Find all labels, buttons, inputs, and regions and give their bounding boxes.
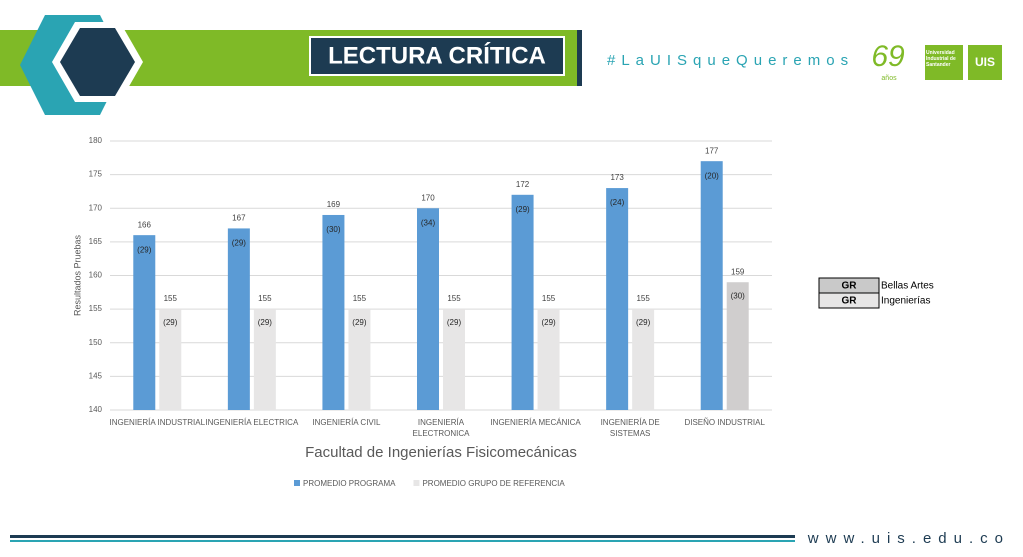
y-axis-label: Resultados Pruebas bbox=[72, 234, 82, 316]
bar bbox=[632, 309, 655, 410]
n-label: (20) bbox=[705, 171, 720, 180]
n-label: (29) bbox=[352, 318, 367, 327]
bar bbox=[348, 309, 371, 410]
y-tick-label: 150 bbox=[89, 338, 103, 347]
university-box bbox=[925, 45, 963, 80]
x-tick-label: INGENIERÍA ELECTRICA bbox=[205, 418, 299, 427]
logo-box bbox=[968, 45, 1002, 80]
x-axis-label: Facultad de Ingenierías Fisicomecánicas bbox=[305, 444, 577, 461]
value-label: 172 bbox=[516, 180, 530, 189]
hexagon-inner bbox=[60, 28, 135, 96]
table-code: GR bbox=[842, 281, 858, 292]
bar bbox=[159, 309, 182, 410]
header-edge bbox=[577, 30, 582, 86]
value-label: 173 bbox=[610, 173, 624, 182]
footer-line bbox=[10, 540, 795, 542]
y-tick-label: 155 bbox=[89, 304, 103, 313]
legend-label: PROMEDIO PROGRAMA bbox=[303, 479, 396, 488]
bar bbox=[511, 194, 534, 410]
n-label: (29) bbox=[636, 318, 651, 327]
table-cell bbox=[818, 292, 880, 309]
university-fo: Universidad Industrial de Santander bbox=[926, 50, 956, 68]
n-label: (29) bbox=[137, 245, 152, 254]
value-label: 166 bbox=[138, 220, 152, 229]
footer-line bbox=[10, 535, 795, 538]
n-label: (30) bbox=[731, 291, 746, 300]
value-label: 155 bbox=[542, 294, 556, 303]
y-tick-label: 170 bbox=[89, 203, 103, 212]
x-tick-label: INGENIERÍA MECÁNICA bbox=[490, 418, 581, 427]
anniversary-word: años bbox=[881, 75, 897, 82]
n-label: (24) bbox=[610, 198, 625, 207]
n-label: (29) bbox=[447, 318, 462, 327]
value-label: 159 bbox=[731, 267, 745, 276]
legend-label: PROMEDIO GRUPO DE REFERENCIA bbox=[422, 479, 565, 488]
table-label: Ingenierías bbox=[881, 296, 930, 307]
bar bbox=[322, 214, 345, 410]
y-tick-label: 145 bbox=[89, 371, 103, 380]
value-label: 167 bbox=[232, 214, 246, 223]
bar bbox=[227, 228, 250, 410]
y-tick-label: 180 bbox=[89, 136, 103, 145]
value-label: 169 bbox=[327, 200, 341, 209]
value-label: 170 bbox=[421, 193, 435, 202]
bar bbox=[417, 208, 439, 410]
university: Universidad Industrial de Santander bbox=[926, 50, 956, 68]
value-label: 155 bbox=[636, 294, 650, 303]
y-tick-label: 175 bbox=[89, 170, 103, 179]
table-label: Bellas Artes bbox=[881, 281, 934, 292]
logo: UIS bbox=[975, 55, 995, 69]
x-tick-label: INGENIERÍA INDUSTRIAL bbox=[109, 418, 206, 427]
bar bbox=[606, 188, 629, 410]
n-label: (29) bbox=[541, 318, 556, 327]
bar bbox=[700, 161, 723, 410]
bar bbox=[443, 309, 465, 410]
n-label: (29) bbox=[258, 318, 273, 327]
legend-swatch bbox=[294, 480, 300, 486]
y-tick-label: 165 bbox=[89, 237, 103, 246]
x-tick-label: INGENIERÍA ELECTRONICA bbox=[412, 418, 470, 438]
value-label: 177 bbox=[705, 146, 719, 155]
bar bbox=[726, 282, 749, 410]
value-label: 155 bbox=[447, 294, 461, 303]
n-label: (29) bbox=[515, 205, 530, 214]
n-label: (29) bbox=[232, 239, 247, 248]
n-label: (34) bbox=[421, 218, 436, 227]
n-label: (29) bbox=[163, 318, 178, 327]
bar bbox=[537, 309, 560, 410]
x-tick-label: INGENIERÍA CIVIL bbox=[312, 418, 381, 427]
anniversary: 69 bbox=[871, 40, 905, 73]
y-tick-label: 160 bbox=[89, 271, 103, 280]
title: LECTURA CRÍTICA bbox=[328, 41, 546, 69]
legend-swatch bbox=[413, 480, 420, 486]
bar bbox=[133, 235, 156, 410]
n-label: (30) bbox=[326, 225, 341, 234]
footer-url: www.uis.edu.co bbox=[807, 530, 1010, 547]
value-label: 155 bbox=[164, 294, 178, 303]
y-tick-label: 140 bbox=[89, 405, 103, 414]
hashtag: #LaUISqueQueremos bbox=[607, 52, 854, 69]
value-label: 155 bbox=[353, 294, 367, 303]
x-tick-label: INGENIERÍA DE SISTEMAS bbox=[600, 418, 660, 438]
title-box bbox=[309, 36, 565, 76]
table-code: GR bbox=[842, 296, 858, 307]
value-label: 155 bbox=[258, 294, 272, 303]
bar bbox=[253, 309, 276, 410]
x-tick-label: DISEÑO INDUSTRIAL bbox=[684, 418, 765, 427]
